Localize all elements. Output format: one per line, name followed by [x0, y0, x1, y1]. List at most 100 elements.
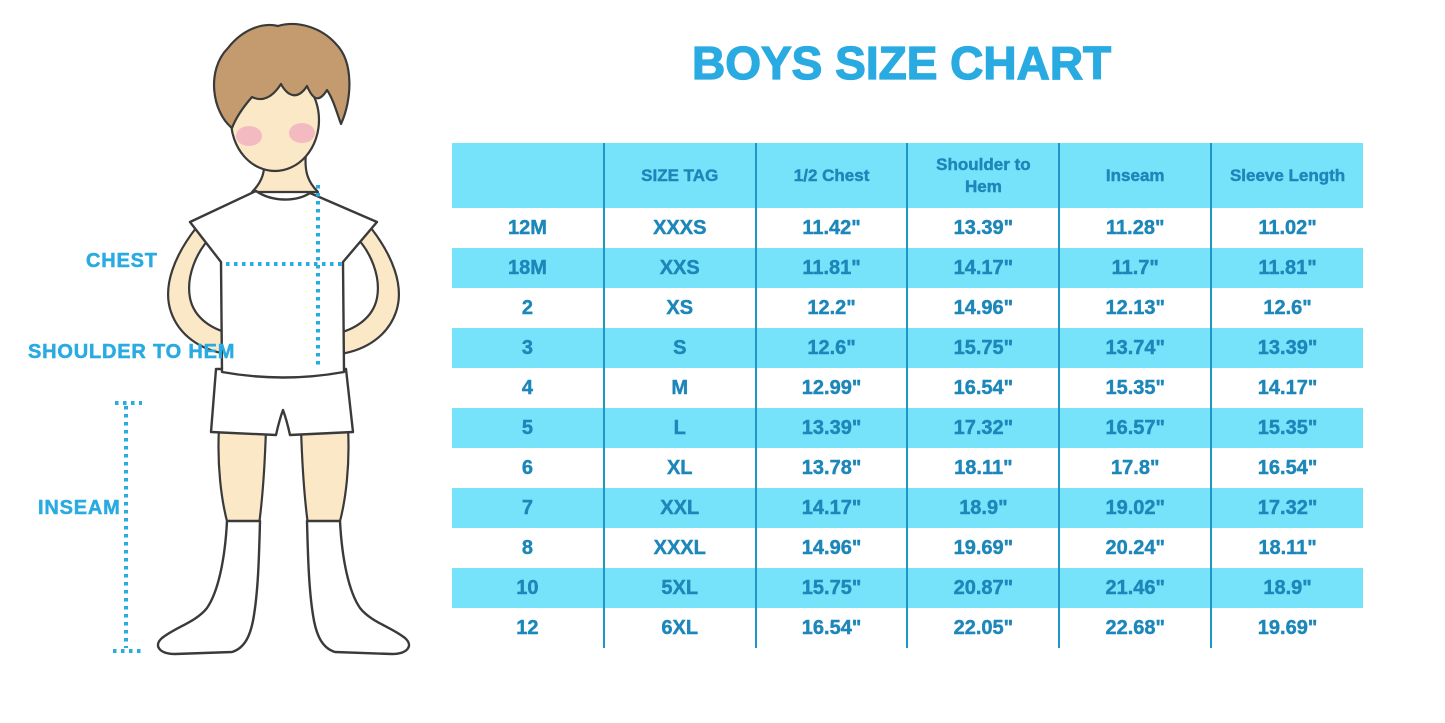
table-cell: 5XL — [602, 568, 756, 608]
chest-label: CHEST — [86, 250, 158, 273]
table-cell: 17.32" — [906, 408, 1060, 448]
size-table-body: 12M XXXS 11.42" 13.39" 11.28" 11.02" 18M XXS 11.… — [452, 208, 1363, 648]
table-cell: 8 — [521, 536, 534, 559]
table-cell: 22.68" — [1058, 608, 1212, 648]
right-leg — [299, 426, 350, 527]
table-cell: 19.02" — [1058, 488, 1212, 528]
table-cell: 6XL — [602, 608, 756, 648]
hair — [213, 22, 351, 130]
measurement-lines — [113, 185, 343, 653]
table-cell: 12.2" — [754, 288, 908, 328]
table-cell: 12M — [507, 216, 547, 239]
table-row: 18M XXS 11.81" 14.17" 11.7" 11.81" — [452, 248, 1363, 288]
table-cell: 14.17" — [1210, 368, 1363, 408]
left-leg — [217, 426, 268, 527]
table-cell: 18.9" — [1210, 568, 1363, 608]
table-cell: 11.7" — [1058, 248, 1212, 288]
table-cell: 16.54" — [1210, 448, 1363, 488]
left-sock — [156, 519, 262, 656]
table-cell: 14.96" — [906, 288, 1060, 328]
table-row: 5 L 13.39" 17.32" 16.57" 15.35" — [452, 408, 1363, 448]
table-cell: XXS — [602, 248, 756, 288]
column-header-half-chest: 1/2 Chest — [754, 143, 908, 208]
table-cell: 20.87" — [906, 568, 1060, 608]
table-cell: 18.9" — [906, 488, 1060, 528]
table-cell: 21.46" — [1058, 568, 1212, 608]
table-cell: 3 — [452, 328, 604, 368]
right-sock — [305, 519, 411, 656]
table-cell: 16.57" — [1058, 408, 1212, 448]
table-cell: 11.28" — [1058, 208, 1212, 248]
column-header-size-tag: SIZE TAG — [602, 143, 756, 208]
table-row: 12M XXXS 11.42" 13.39" 11.28" 11.02" — [452, 208, 1363, 248]
table-cell: 13.39" — [1210, 328, 1363, 368]
table-cell: XS — [602, 288, 756, 328]
table-row: 6 XL 13.78" 18.11" 17.8" 16.54" — [452, 448, 1363, 488]
t-shirt — [188, 189, 379, 379]
table-cell: S — [602, 328, 756, 368]
measurement-figure: CHEST SHOULDER TO HEM INSEAM — [0, 0, 450, 723]
column-header-size — [452, 143, 604, 208]
table-row: 7 XXL 14.17" 18.9" 19.02" 17.32" — [452, 488, 1363, 528]
table-cell: 18M — [452, 248, 604, 288]
shoulder-to-hem-label: SHOULDER TO HEM — [28, 341, 236, 364]
boys-size-table: SIZE TAG 1/2 Chest Shoulder to Hem Insea… — [452, 143, 1363, 648]
table-cell: 22.05" — [906, 608, 1060, 648]
table-cell: 12.13" — [1058, 288, 1212, 328]
table-cell: 15.35" — [1058, 368, 1212, 408]
table-cell: 15.75" — [906, 328, 1060, 368]
table-cell: 4 — [521, 376, 534, 399]
table-cell: L — [602, 408, 756, 448]
table-row: 10 5XL 15.75" 20.87" 21.46" 18.9" — [452, 568, 1363, 608]
table-row: 3 S 12.6" 15.75" 13.74" 13.39" — [452, 328, 1363, 368]
table-cell: 7 — [452, 488, 604, 528]
table-cell: 11.02" — [1210, 208, 1363, 248]
table-cell: M — [602, 368, 756, 408]
table-cell: 19.69" — [906, 528, 1060, 568]
column-header-shoulder-to-hem: Shoulder to Hem — [906, 143, 1060, 208]
table-cell: 11.81" — [754, 248, 908, 288]
left-blush — [236, 126, 262, 146]
table-cell: 17.32" — [1210, 488, 1363, 528]
shorts — [209, 367, 355, 437]
table-cell: 2 — [521, 296, 534, 319]
table-cell: 11.81" — [1210, 248, 1363, 288]
table-cell: 19.69" — [1210, 608, 1363, 648]
table-cell: 6 — [521, 456, 534, 479]
table-cell: 12.6" — [1210, 288, 1363, 328]
table-cell: 13.39" — [906, 208, 1060, 248]
inseam-label: INSEAM — [38, 497, 121, 520]
table-cell: 13.78" — [754, 448, 908, 488]
table-cell: 5 — [452, 408, 604, 448]
table-cell: 11.42" — [754, 208, 908, 248]
column-header-sleeve-length: Sleeve Length — [1210, 143, 1363, 208]
table-cell: 17.8" — [1058, 448, 1212, 488]
table-row: 2 XS 12.2" 14.96" 12.13" 12.6" — [452, 288, 1363, 328]
table-cell: 10 — [452, 568, 604, 608]
table-cell: 14.96" — [754, 528, 908, 568]
table-cell: 14.17" — [754, 488, 908, 528]
table-cell: 15.75" — [754, 568, 908, 608]
table-cell: 12.99" — [754, 368, 908, 408]
table-cell: 12 — [516, 616, 539, 639]
header-row: SIZE TAG 1/2 Chest Shoulder to Hem Insea… — [452, 143, 1363, 208]
table-cell: 14.17" — [906, 248, 1060, 288]
table-row: 4 M 12.99" 16.54" 15.35" 14.17" — [452, 368, 1363, 408]
table-cell: 12.6" — [754, 328, 908, 368]
table-row: 8 XXXL 14.96" 19.69" 20.24" 18.11" — [452, 528, 1363, 568]
table-cell: 20.24" — [1058, 528, 1212, 568]
table-cell: 18.11" — [1210, 528, 1363, 568]
table-cell: 15.35" — [1210, 408, 1363, 448]
table-cell: XXXS — [602, 208, 756, 248]
table-cell: 16.54" — [906, 368, 1060, 408]
table-cell: 13.39" — [754, 408, 908, 448]
column-header-inseam: Inseam — [1058, 143, 1212, 208]
table-cell: XL — [602, 448, 756, 488]
table-cell: 13.74" — [1058, 328, 1212, 368]
table-cell: 18.11" — [906, 448, 1060, 488]
table-cell: XXXL — [602, 528, 756, 568]
boy-illustration — [113, 22, 411, 656]
table-cell: XXL — [602, 488, 756, 528]
right-blush — [289, 123, 315, 143]
page-title: BOYS SIZE CHART — [691, 36, 1112, 89]
